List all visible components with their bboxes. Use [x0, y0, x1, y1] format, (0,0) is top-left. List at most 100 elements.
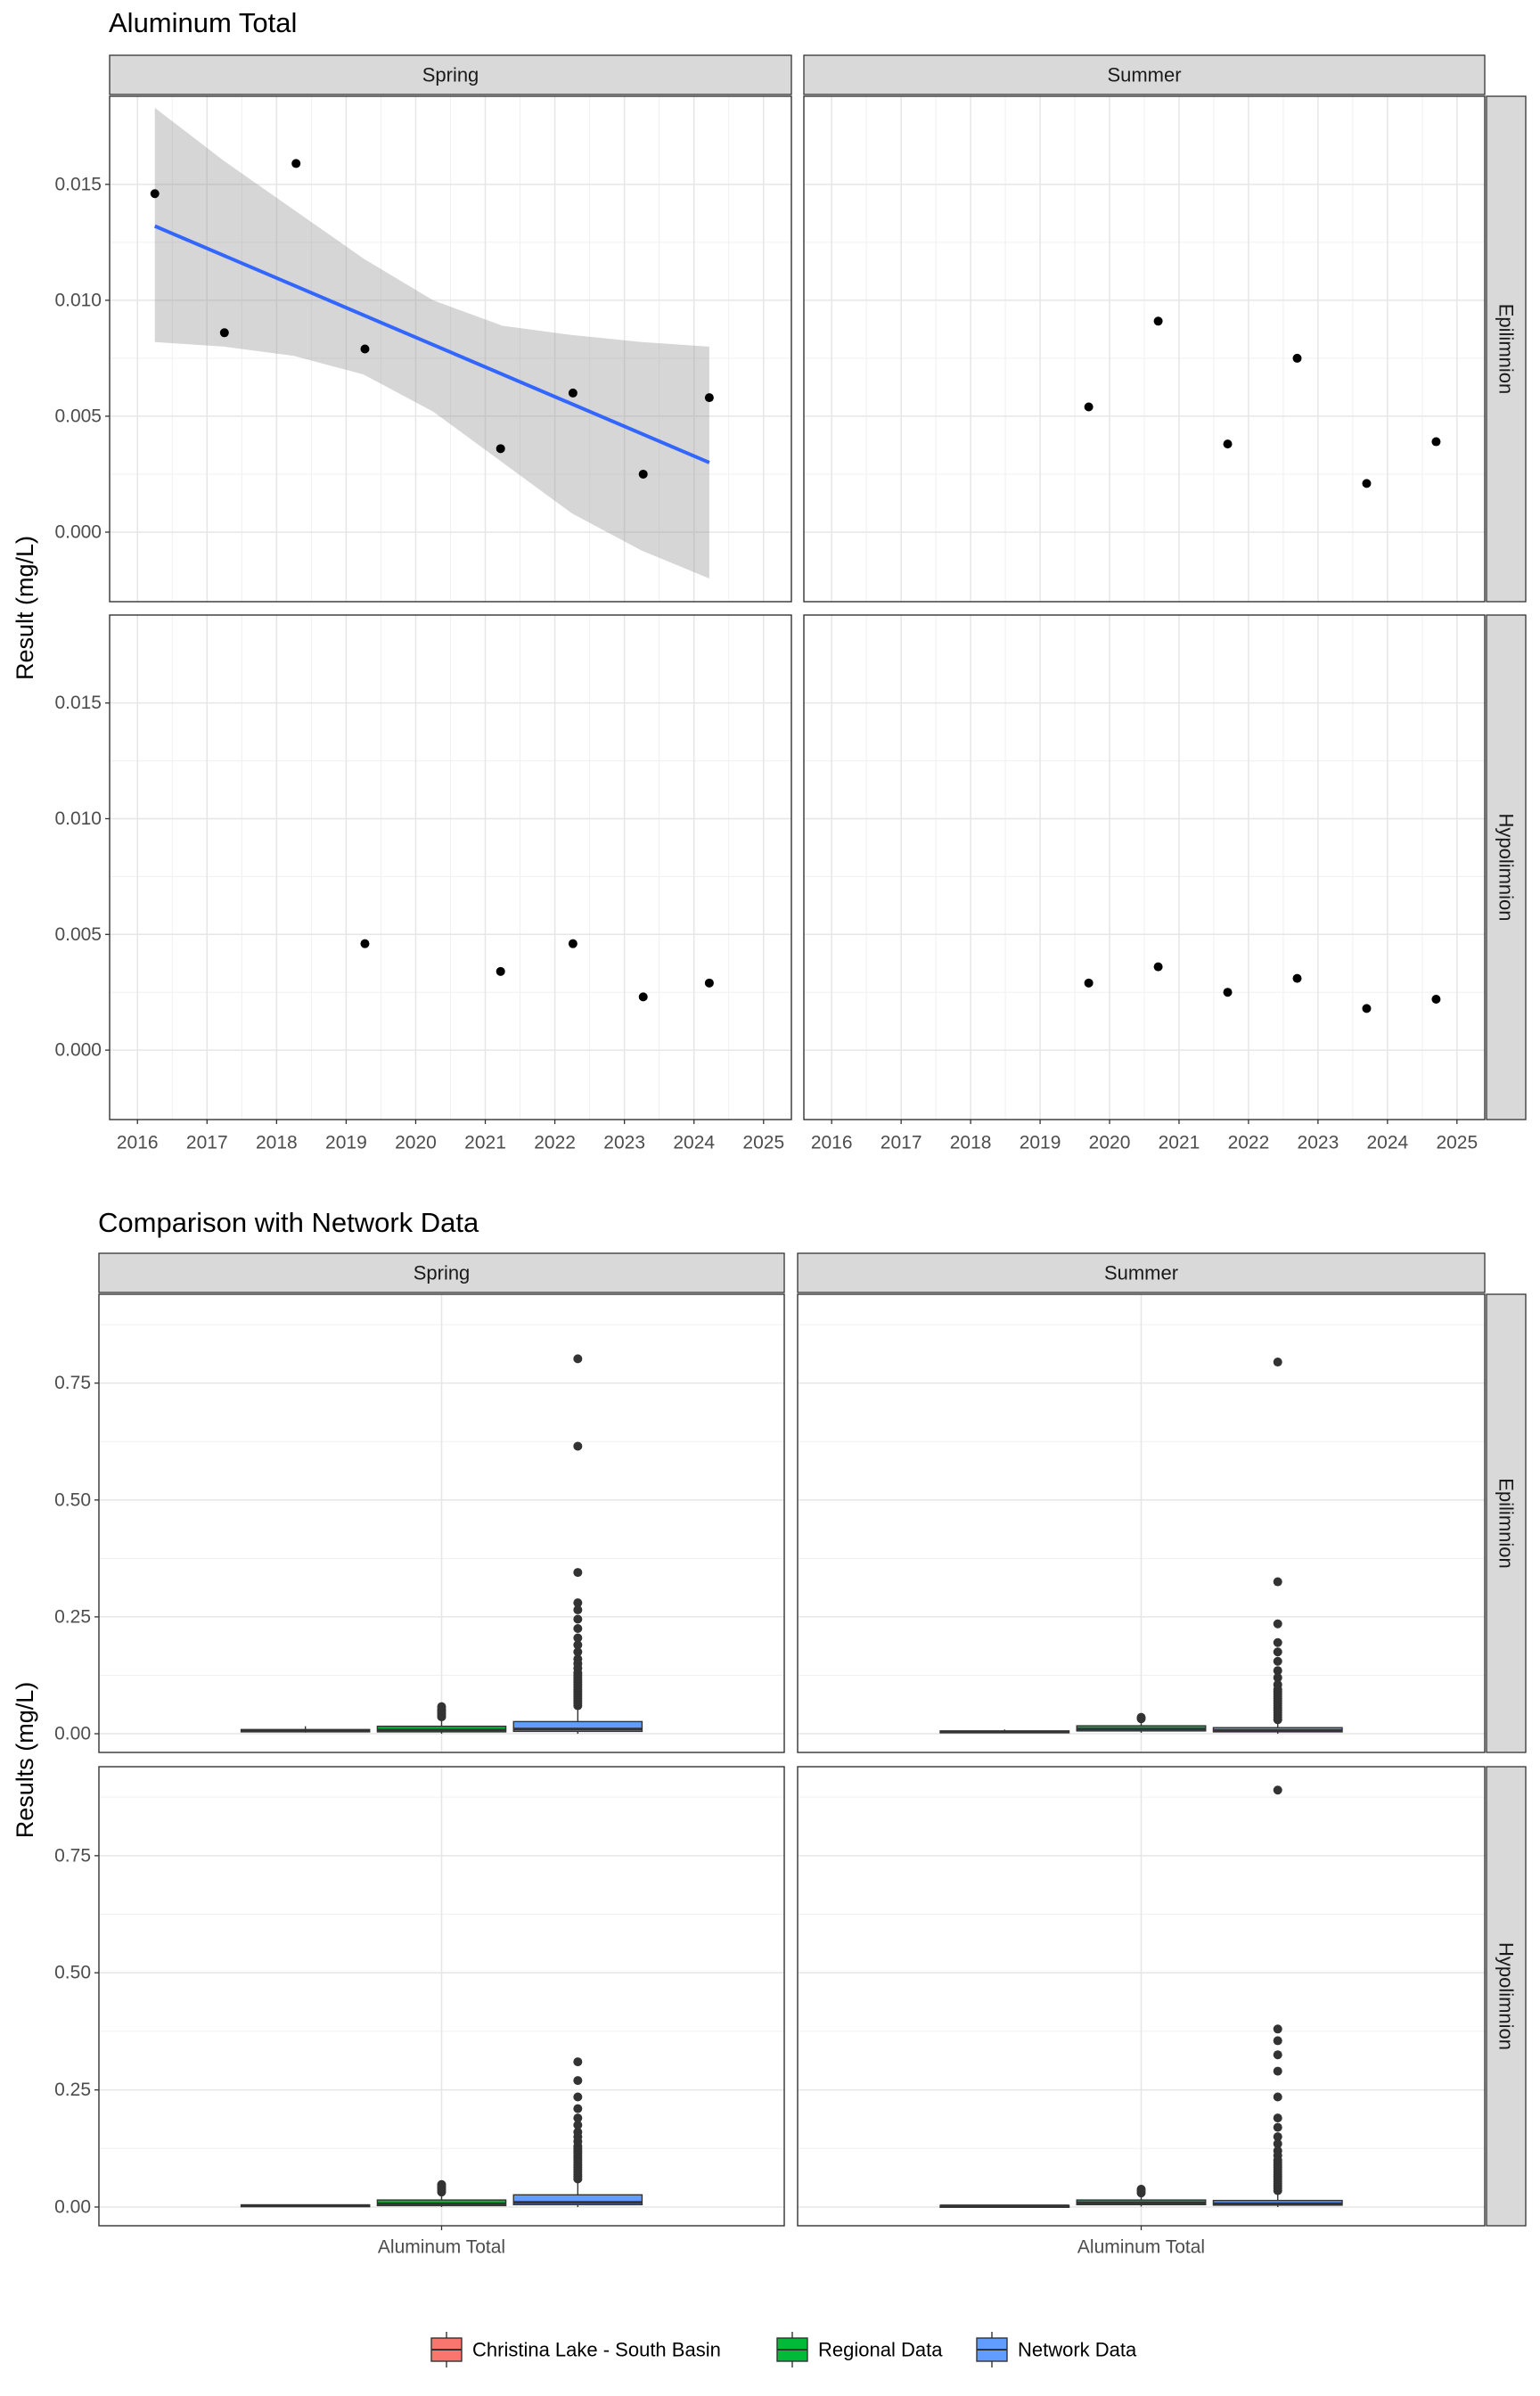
y-tick-label: 0.005: [54, 406, 102, 426]
x-tick-label: 2021: [464, 1133, 506, 1153]
data-point: [291, 159, 301, 168]
data-point: [1292, 353, 1302, 363]
data-point: [568, 939, 578, 948]
outlier-point: [573, 1647, 583, 1657]
strip-top-summer: [797, 1252, 1486, 1293]
x-tick-label: 2020: [395, 1133, 437, 1153]
x-tick-label: 2020: [1089, 1133, 1131, 1153]
y-tick-label: 0.000: [54, 1040, 102, 1061]
x-tick-label: 2024: [1366, 1133, 1408, 1153]
outlier-point: [437, 1702, 446, 1711]
outlier-point: [573, 1633, 583, 1643]
outlier-point: [1273, 2139, 1282, 2149]
y-tick-label: 0.75: [54, 1373, 91, 1393]
strip-label-hypolimnion: Hypolimnion: [1495, 1942, 1518, 2050]
strip-top-spring: [109, 54, 792, 95]
data-point: [1431, 994, 1441, 1004]
legend-label: Christina Lake - South Basin: [472, 2339, 721, 2361]
outlier-point: [1273, 1673, 1282, 1683]
outlier-point: [573, 2113, 583, 2123]
outlier-point: [573, 1624, 583, 1634]
x-tick-label: 2017: [186, 1133, 228, 1153]
outlier-point: [1273, 1666, 1282, 1676]
strip-top-spring: [98, 1252, 785, 1293]
outlier-point: [573, 1441, 583, 1451]
outlier-point: [573, 1354, 583, 1364]
outlier-point: [573, 1605, 583, 1615]
y-tick-label: 0.75: [54, 1845, 91, 1866]
strip-label-epilimnion: Epilimnion: [1495, 1478, 1518, 1569]
outlier-point: [573, 1614, 583, 1624]
outlier-point: [1273, 1785, 1282, 1795]
panel-border-summer-epilimnion: [797, 1293, 1486, 1753]
y-tick-label: 0.010: [54, 290, 102, 310]
data-point: [704, 978, 714, 988]
data-point: [360, 939, 370, 948]
y-tick-label: 0.50: [54, 1963, 91, 1983]
outlier-point: [1136, 1712, 1146, 1722]
data-point: [219, 328, 229, 338]
x-tick-label: 2023: [603, 1133, 645, 1153]
x-tick-label: Aluminum Total: [1077, 2237, 1205, 2258]
data-point: [638, 469, 648, 479]
strip-right-hypolimnion: [1486, 1766, 1527, 2227]
x-tick-label: 2021: [1159, 1133, 1200, 1153]
data-point: [150, 189, 160, 199]
panel-border-summer-hypolimnion: [803, 614, 1486, 1120]
data-point: [1153, 316, 1163, 326]
x-tick-label: 2016: [811, 1133, 853, 1153]
x-tick-label: 2025: [742, 1133, 784, 1153]
y-tick-label: 0.015: [54, 693, 102, 713]
panel-border-spring-hypolimnion: [109, 614, 792, 1120]
chart-title-network-comparison: Comparison with Network Data: [98, 1207, 479, 1238]
trend-line: [153, 224, 710, 464]
data-point: [1223, 988, 1233, 997]
y-tick-label: 0.005: [54, 924, 102, 945]
x-tick-label: 2018: [950, 1133, 992, 1153]
outlier-point: [1273, 2024, 1282, 2034]
y-tick-label: 0.000: [54, 521, 102, 542]
panel-border-summer-epilimnion: [803, 95, 1486, 603]
outlier-point: [573, 2104, 583, 2113]
strip-label-epilimnion: Epilimnion: [1495, 304, 1518, 395]
x-tick-label: 2022: [1228, 1133, 1270, 1153]
data-point: [1362, 479, 1372, 488]
strip-right-epilimnion: [1486, 1293, 1527, 1753]
x-tick-label: 2024: [673, 1133, 715, 1153]
strip-label-spring: Spring: [422, 64, 479, 86]
outlier-point: [1273, 2066, 1282, 2076]
x-tick-label: 2018: [256, 1133, 298, 1153]
outlier-point: [1273, 2146, 1282, 2155]
outlier-point: [437, 2179, 446, 2189]
outlier-point: [1273, 1637, 1282, 1647]
outlier-point: [573, 2092, 583, 2102]
outlier-point: [573, 1640, 583, 1650]
x-tick-label: 2022: [534, 1133, 576, 1153]
outlier-point: [1273, 2050, 1282, 2060]
outlier-point: [1273, 2122, 1282, 2132]
outlier-point: [573, 2121, 583, 2130]
panel-border-spring-epilimnion: [98, 1293, 785, 1753]
outlier-point: [1273, 2036, 1282, 2046]
outlier-point: [573, 1598, 583, 1608]
data-point: [496, 966, 505, 976]
outlier-point: [573, 2127, 583, 2137]
strip-label-hypolimnion: Hypolimnion: [1495, 813, 1518, 921]
data-point: [1362, 1004, 1372, 1013]
data-point: [360, 344, 370, 354]
data-point: [568, 388, 578, 398]
data-point: [496, 444, 505, 454]
data-point: [1223, 439, 1233, 449]
x-tick-label: 2019: [325, 1133, 367, 1153]
strip-label-spring: Spring: [414, 1262, 471, 1284]
outlier-point: [1273, 1656, 1282, 1666]
x-tick-label: 2019: [1020, 1133, 1061, 1153]
y-axis-title: Results (mg/L): [12, 1682, 38, 1839]
x-tick-label: 2017: [881, 1133, 922, 1153]
legend-label: Regional Data: [818, 2339, 943, 2361]
y-axis-title: Result (mg/L): [12, 536, 38, 680]
outlier-point: [1273, 1358, 1282, 1367]
y-tick-label: 0.00: [54, 1724, 91, 1744]
outlier-point: [1273, 1647, 1282, 1657]
